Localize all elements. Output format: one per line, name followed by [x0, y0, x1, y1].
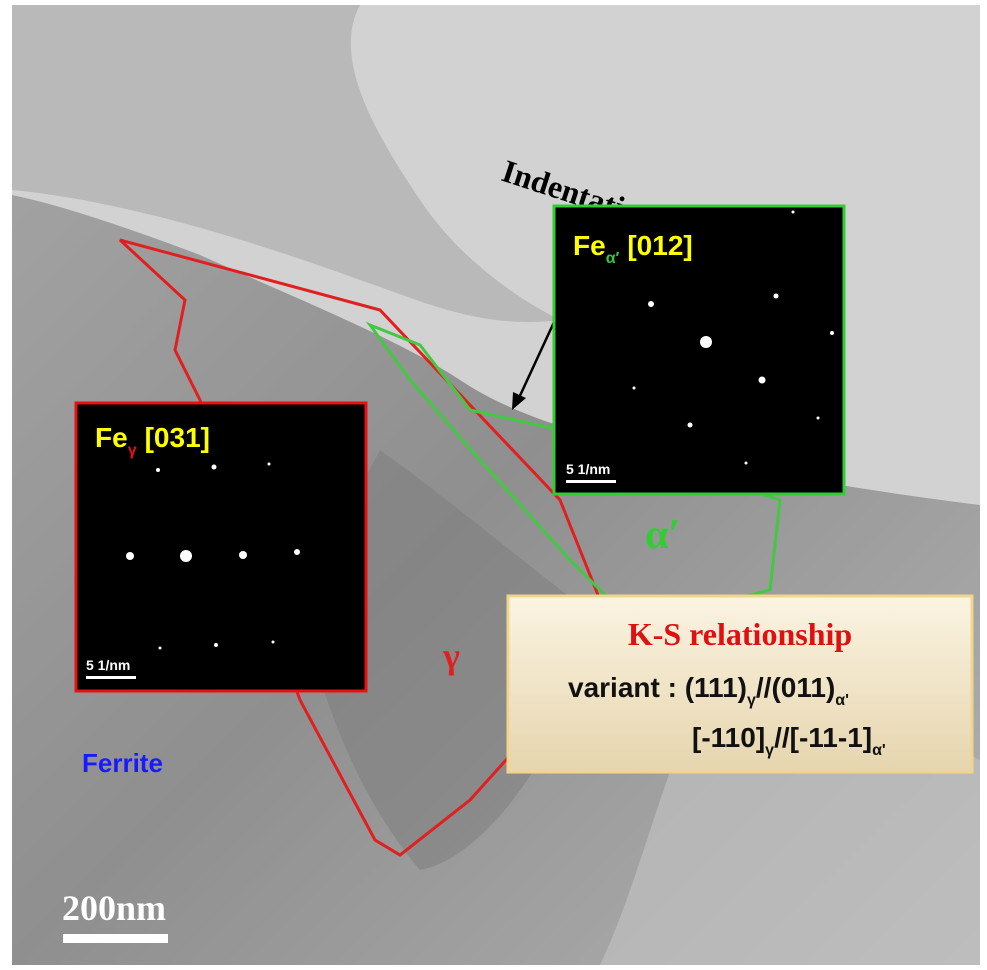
zone-axis: [012] — [627, 230, 692, 261]
ks-sub: α' — [835, 692, 849, 709]
phase: α′ — [606, 250, 620, 267]
ks-part: [-110] — [692, 722, 765, 753]
zone-axis: [031] — [145, 422, 210, 453]
ks-sub: γ — [747, 692, 756, 709]
element: Fe — [573, 230, 606, 261]
inset-scale-bar — [86, 676, 136, 679]
scale-bar — [63, 934, 168, 943]
ks-sub: α' — [872, 742, 886, 759]
alpha-inset: Feα′ [012] 5 1/nm — [554, 206, 844, 494]
ks-part: //[-11-1] — [774, 722, 872, 753]
ks-title: K-S relationship — [628, 616, 852, 652]
figure: Indentation Feγ[031] 5 1/nm Feα′[012] 5 … — [0, 0, 987, 970]
ks-sub: γ — [765, 742, 774, 759]
alpha-label: α′ — [645, 512, 680, 558]
inset-scale: 5 1/nm — [86, 657, 130, 673]
gamma-label: γ — [442, 636, 460, 676]
inset-scale: 5 1/nm — [566, 461, 610, 477]
inset-scale-bar — [566, 480, 616, 483]
scale-label: 200nm — [62, 888, 166, 928]
ks-box: K-S relationship variant : (111)γ//(011)… — [508, 596, 972, 772]
ks-part: variant : (111) — [568, 672, 747, 703]
ks-part: //(011) — [756, 672, 835, 703]
ferrite-label: Ferrite — [82, 748, 163, 778]
gamma-inset: Feγ [031] 5 1/nm — [76, 403, 366, 691]
element: Fe — [95, 422, 128, 453]
phase: γ — [128, 442, 137, 459]
